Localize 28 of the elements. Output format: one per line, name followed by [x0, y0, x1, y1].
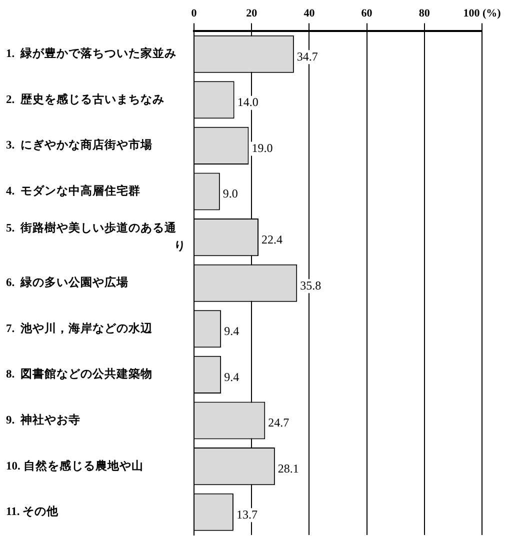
y-tick-label: 2. 歴史を感じる古いまちなみ — [6, 92, 164, 106]
y-tick-label: 9. 神社やお寺 — [6, 412, 80, 426]
data-label: 14.0 — [237, 95, 258, 110]
data-label: 19.0 — [252, 140, 273, 155]
x-tick-label: 100 (%) — [463, 7, 502, 20]
y-tick-label: 5. 街路樹や美しい歩道のある通り — [6, 220, 186, 252]
data-label: 13.7 — [236, 507, 258, 522]
y-tick-label: 3. にぎやかな商店街や市場 — [6, 138, 152, 152]
y-tick-label: 4. モダンな中高層住宅群 — [6, 183, 140, 198]
x-tick-label: 40 — [304, 7, 316, 20]
y-tick-label: 7. 池や川，海岸などの水辺 — [6, 320, 154, 335]
y-tick-label: 6. 緑の多い公園や広場 — [6, 275, 128, 290]
data-label: 35.8 — [300, 278, 322, 292]
data-label: 28.1 — [278, 461, 299, 476]
data-label: 24.7 — [268, 416, 290, 430]
x-tick-label: 0 — [191, 7, 198, 20]
data-label: 34.7 — [296, 49, 318, 64]
data-label: 9.4 — [224, 324, 240, 338]
y-tick-label: 1. 緑が豊かで落ちついた家並み — [6, 46, 176, 60]
y-tick-label: 11. その他 — [6, 505, 60, 518]
y-tick-label: 8. 図書館などの公共建築物 — [6, 366, 152, 381]
y-tick-label: 10. 自然を感じる農地や山 — [6, 458, 144, 472]
x-tick-label: 80 — [418, 7, 430, 20]
data-label: 22.4 — [262, 232, 283, 246]
x-tick-label: 20 — [246, 7, 258, 20]
data-label: 9.0 — [222, 186, 238, 201]
data-label: 9.4 — [224, 370, 240, 384]
x-tick-label: 60 — [361, 7, 373, 20]
